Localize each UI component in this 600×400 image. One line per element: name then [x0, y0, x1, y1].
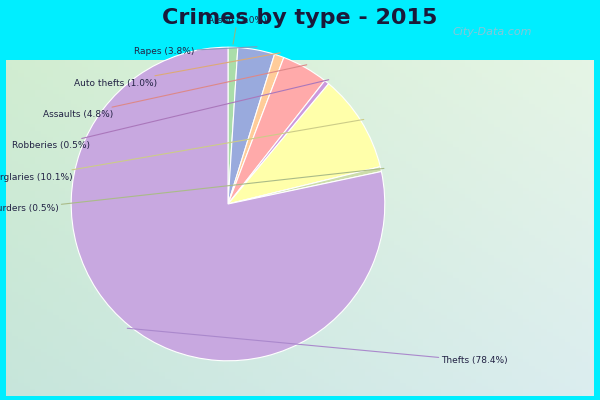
- Wedge shape: [228, 48, 275, 204]
- Text: Murders (0.5%): Murders (0.5%): [0, 168, 384, 213]
- Wedge shape: [71, 47, 385, 361]
- Text: Rapes (3.8%): Rapes (3.8%): [134, 47, 257, 56]
- Text: Thefts (78.4%): Thefts (78.4%): [127, 328, 508, 365]
- Wedge shape: [228, 47, 238, 204]
- Wedge shape: [228, 167, 382, 204]
- Text: Auto thefts (1.0%): Auto thefts (1.0%): [74, 53, 280, 88]
- Text: Burglaries (10.1%): Burglaries (10.1%): [0, 120, 364, 182]
- Text: Robberies (0.5%): Robberies (0.5%): [12, 80, 329, 150]
- Text: City-Data.com: City-Data.com: [452, 27, 532, 37]
- Text: Assaults (4.8%): Assaults (4.8%): [43, 65, 307, 119]
- Wedge shape: [228, 54, 284, 204]
- Wedge shape: [228, 84, 380, 204]
- Wedge shape: [228, 81, 329, 204]
- Wedge shape: [228, 58, 325, 204]
- Text: Arson (1.0%): Arson (1.0%): [208, 16, 266, 44]
- Text: Crimes by type - 2015: Crimes by type - 2015: [163, 8, 437, 28]
